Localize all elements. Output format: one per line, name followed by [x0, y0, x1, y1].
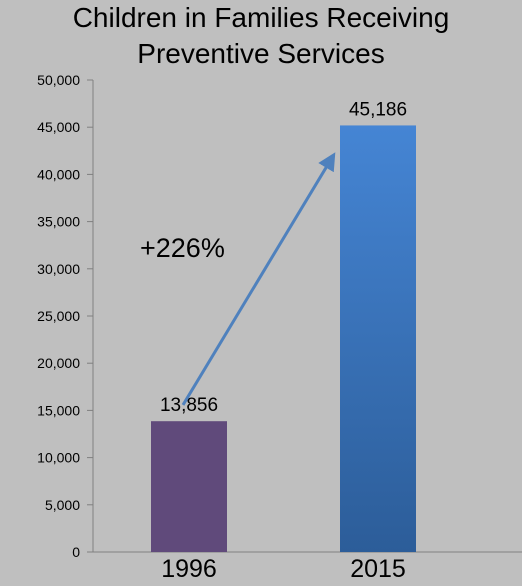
y-tick-label: 45,000: [37, 119, 80, 135]
y-tick-label: 35,000: [37, 214, 80, 230]
chart-title-line-1: Children in Families Receiving: [72, 2, 450, 33]
data-label-2015: 45,186: [349, 99, 407, 120]
y-tick-label: 50,000: [37, 72, 80, 88]
growth-annotation-label: +226%: [140, 233, 225, 263]
x-tick-label-1996: 1996: [161, 555, 217, 583]
chart-title-line-2: Preventive Services: [137, 38, 385, 69]
y-tick-label: 40,000: [37, 166, 80, 182]
x-tick-label-2015: 2015: [350, 555, 406, 583]
y-tick-label: 15,000: [37, 402, 80, 418]
y-tick-label: 0: [72, 544, 80, 560]
y-tick-label: 5,000: [45, 497, 80, 513]
y-tick-label: 25,000: [37, 308, 80, 324]
growth-arrow: [181, 152, 336, 406]
y-tick-label: 20,000: [37, 355, 80, 371]
y-tick-label: 10,000: [37, 450, 80, 466]
y-tick-label: 30,000: [37, 261, 80, 277]
bar-1996: [151, 421, 227, 552]
data-label-1996: 13,856: [160, 395, 218, 416]
bar-2015: [340, 125, 416, 553]
